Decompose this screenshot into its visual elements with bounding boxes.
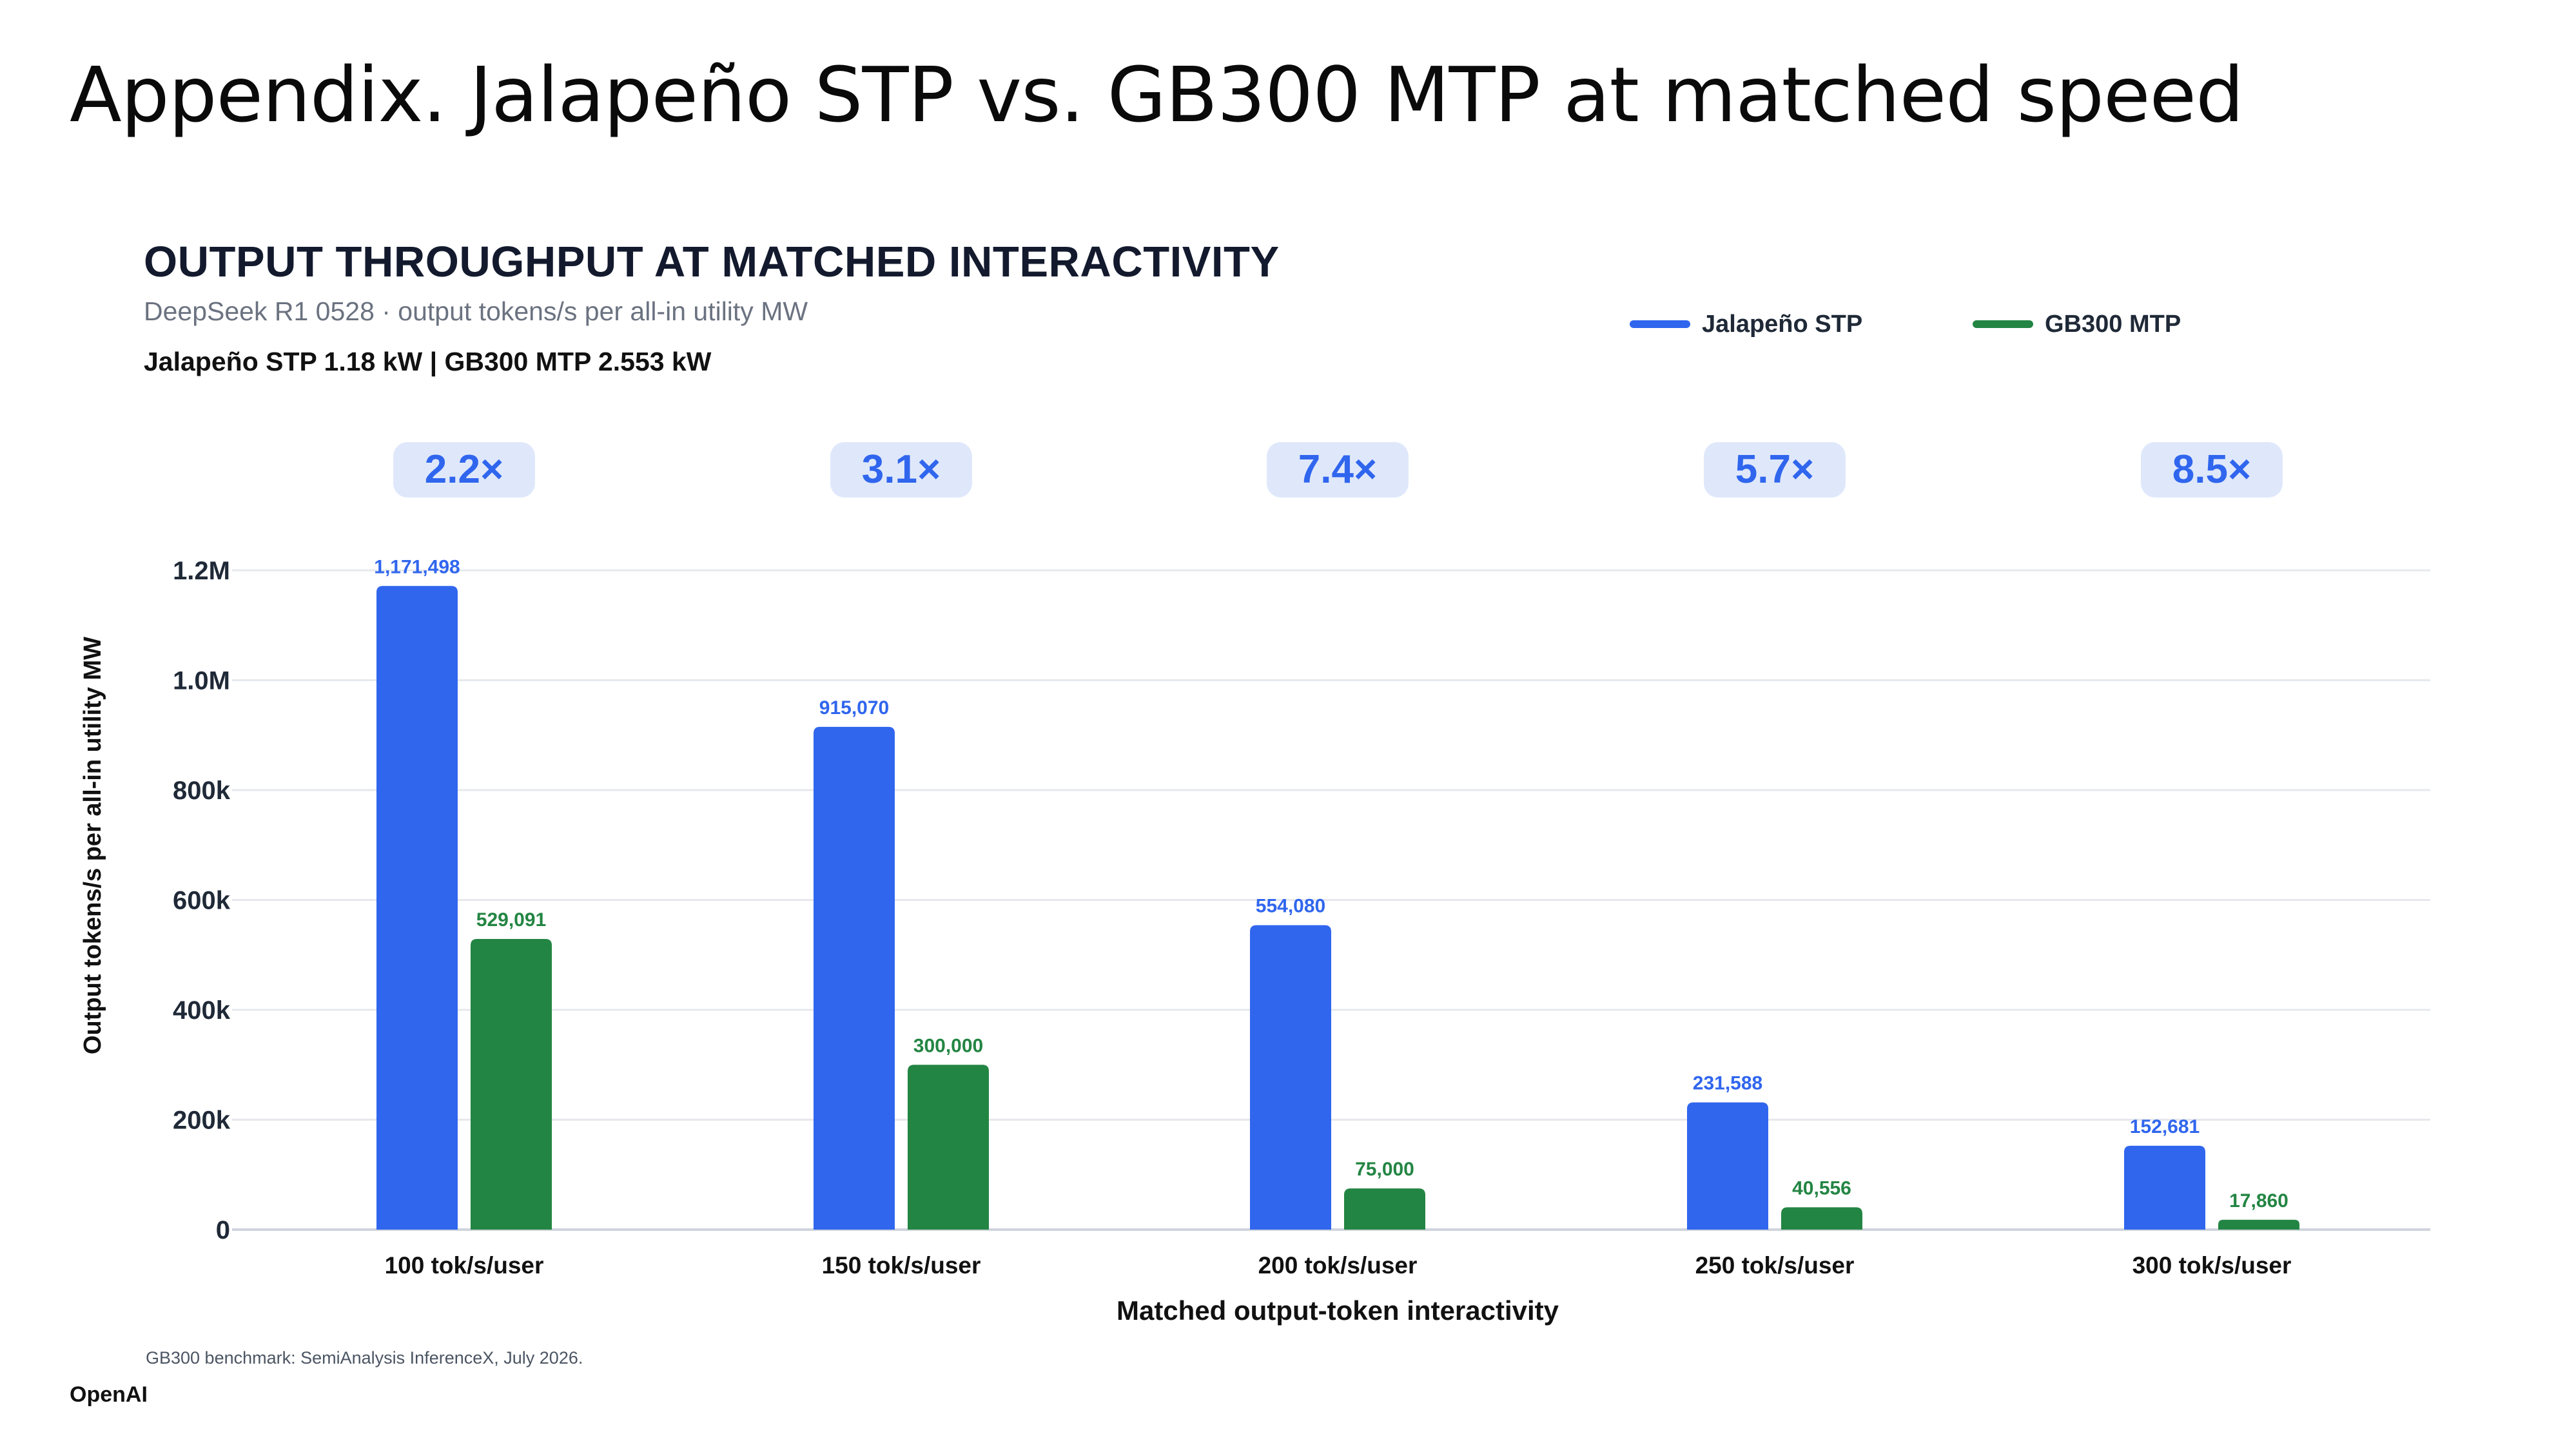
x-tick-label: 300 tok/s/user bbox=[2132, 1252, 2292, 1279]
legend-item-jalapeno: Jalapeño STP bbox=[1630, 308, 1862, 340]
legend-label-jalapeno: Jalapeño STP bbox=[1702, 310, 1863, 338]
ratio-badge bbox=[1704, 442, 1846, 498]
data-label-jalapeno: 231,588 bbox=[1693, 1073, 1762, 1094]
data-label-jalapeno: 1,171,498 bbox=[374, 556, 460, 577]
bar-gb300 bbox=[471, 938, 552, 1230]
data-label-jalapeno: 152,681 bbox=[2130, 1116, 2200, 1137]
legend-label-gb300: GB300 MTP bbox=[2045, 310, 2181, 338]
chart-title: OUTPUT THROUGHPUT AT MATCHED INTERACTIVI… bbox=[144, 238, 1280, 286]
ratio-badge-label: 2.2× bbox=[425, 447, 503, 492]
ratio-badge-label: 5.7× bbox=[1735, 447, 1814, 492]
data-label-gb300: 300,000 bbox=[913, 1035, 983, 1056]
ratio-badge-label: 8.5× bbox=[2172, 447, 2251, 492]
bar-jalapeno bbox=[1250, 925, 1331, 1230]
y-tick-label: 800k bbox=[173, 777, 231, 805]
ratio-badge bbox=[1267, 442, 1409, 498]
y-tick-label: 200k bbox=[173, 1107, 231, 1135]
bar-jalapeno bbox=[1687, 1102, 1768, 1230]
brand-logo-text: OpenAI bbox=[70, 1382, 148, 1407]
y-tick-label: 400k bbox=[173, 996, 231, 1025]
y-axis-title: Output tokens/s per all-in utility MW bbox=[79, 637, 106, 1054]
data-label-gb300: 17,860 bbox=[2229, 1190, 2288, 1212]
legend-swatch-gb300 bbox=[1973, 320, 2033, 328]
bar-gb300 bbox=[2218, 1219, 2299, 1230]
ratio-badge bbox=[830, 442, 972, 498]
page-title: Appendix. Jalapeño STP vs. GB300 MTP at … bbox=[70, 50, 2244, 139]
ratio-badge-label: 3.1× bbox=[862, 447, 941, 492]
ratio-badge-label: 7.4× bbox=[1298, 447, 1377, 492]
chart-footnote: GB300 benchmark: SemiAnalysis InferenceX… bbox=[146, 1348, 583, 1368]
legend-item-gb300: GB300 MTP bbox=[1973, 308, 2181, 340]
ratio-badge bbox=[393, 442, 535, 498]
x-tick-label: 150 tok/s/user bbox=[822, 1252, 981, 1279]
data-label-gb300: 529,091 bbox=[476, 909, 546, 931]
data-label-jalapeno: 915,070 bbox=[819, 697, 889, 719]
data-label-jalapeno: 554,080 bbox=[1256, 896, 1325, 917]
y-tick-label: 600k bbox=[173, 887, 231, 915]
x-tick-label: 200 tok/s/user bbox=[1258, 1252, 1418, 1279]
bar-jalapeno bbox=[2124, 1145, 2205, 1230]
legend-swatch-jalapeno bbox=[1630, 320, 1690, 328]
y-tick-label: 1.0M bbox=[173, 667, 230, 695]
bar-gb300 bbox=[1344, 1188, 1425, 1230]
ratio-badge bbox=[2141, 442, 2283, 498]
x-axis-title: Matched output-token interactivity bbox=[1117, 1295, 1559, 1326]
bar-gb300 bbox=[908, 1065, 989, 1230]
x-tick-label: 250 tok/s/user bbox=[1695, 1252, 1855, 1279]
bar-jalapeno bbox=[814, 726, 895, 1230]
y-tick-label: 1.2M bbox=[173, 557, 230, 585]
bar-jalapeno bbox=[376, 586, 458, 1230]
y-tick-label: 0 bbox=[216, 1216, 230, 1244]
bar-gb300 bbox=[1781, 1207, 1862, 1230]
chart-power-note: Jalapeño STP 1.18 kW | GB300 MTP 2.553 k… bbox=[144, 347, 712, 376]
data-label-gb300: 40,556 bbox=[1792, 1177, 1851, 1199]
data-label-gb300: 75,000 bbox=[1355, 1159, 1414, 1180]
x-tick-label: 100 tok/s/user bbox=[385, 1252, 544, 1279]
chart-subtitle: DeepSeek R1 0528 · output tokens/s per a… bbox=[144, 296, 808, 326]
